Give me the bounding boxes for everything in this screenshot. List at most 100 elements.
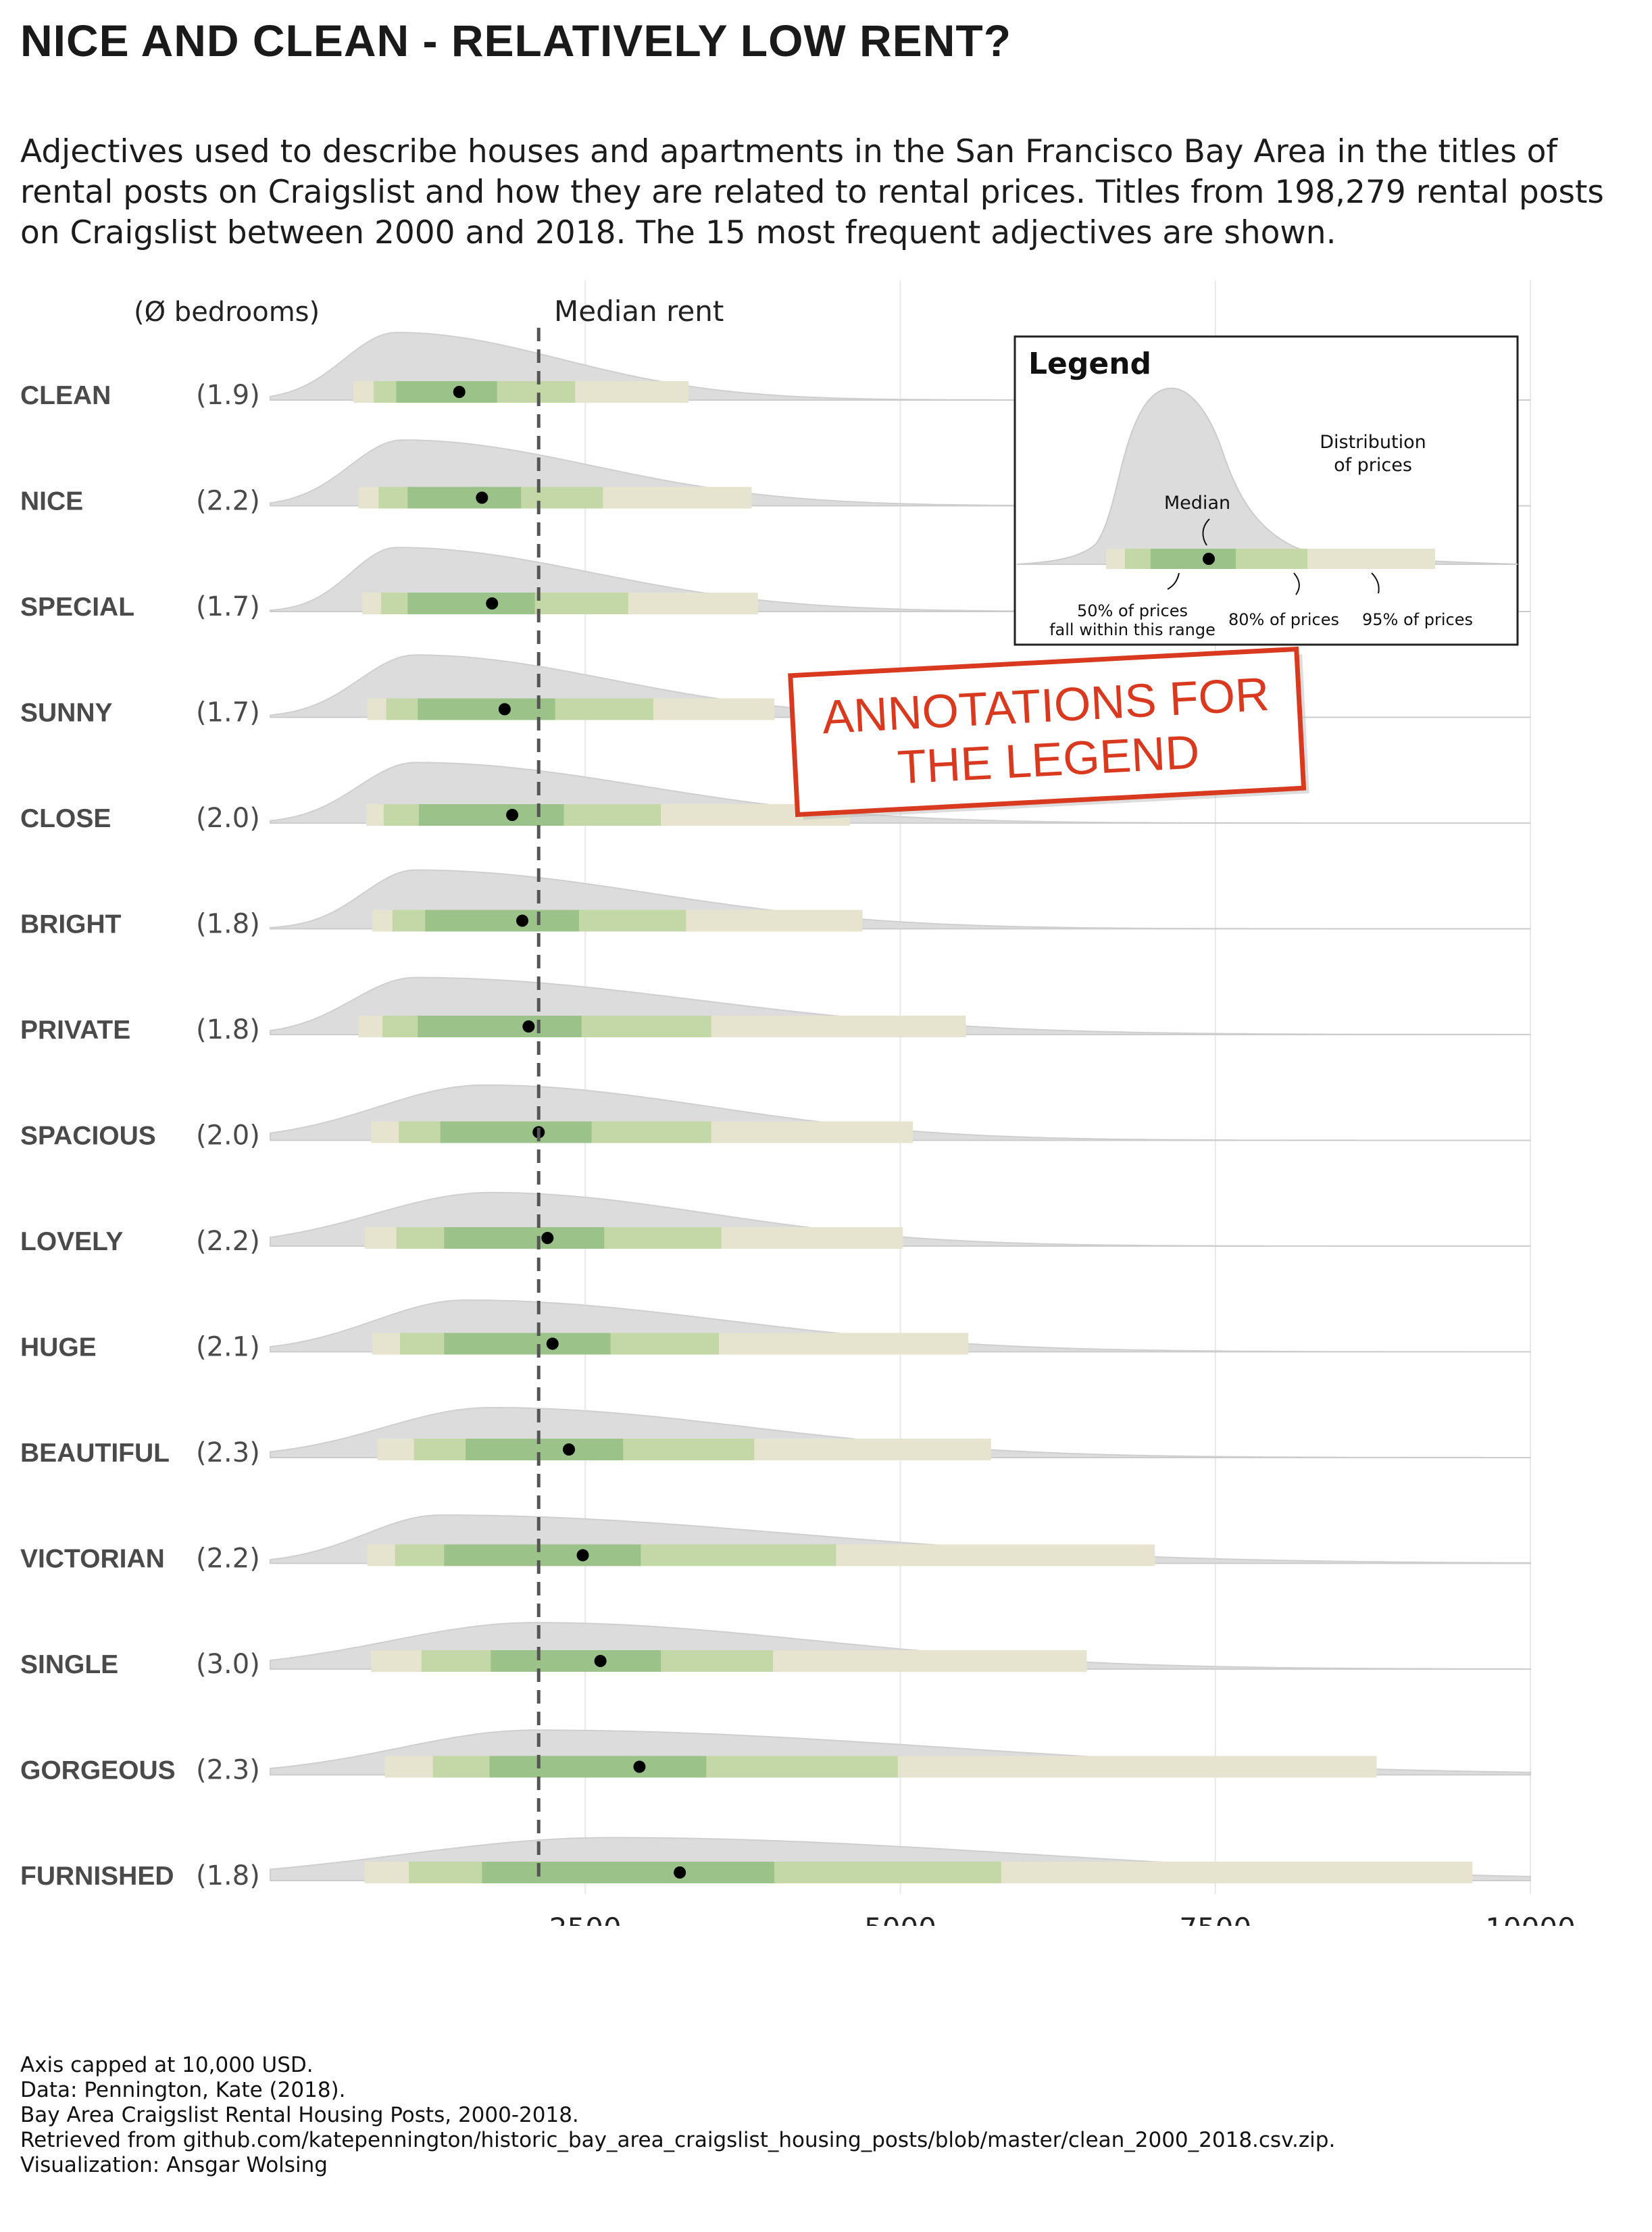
row-close: CLOSE (2.0)	[20, 762, 1530, 834]
row-label: VICTORIAN	[20, 1545, 165, 1574]
row-beautiful: BEAUTIFUL (2.3)	[20, 1407, 1530, 1468]
ridgeline-chart: CLEAN (1.9) NICE (2.2) SPECIAL (1.7) SUNNY (1.7…	[20, 280, 1576, 1926]
row-label: PRIVATE	[20, 1016, 130, 1045]
median-dot	[541, 1232, 554, 1244]
range50-bar	[419, 804, 564, 826]
caption-line: Bay Area Craigslist Rental Housing Posts…	[20, 2103, 579, 2127]
range50-bar	[466, 1439, 624, 1460]
row-label: SUNNY	[20, 699, 113, 728]
legend-title: Legend	[1028, 347, 1151, 381]
legend-95-arrow	[1371, 572, 1380, 594]
row-bedrooms: (2.0)	[196, 1120, 260, 1151]
row-gorgeous: GORGEOUS (2.3)	[20, 1729, 1531, 1786]
row-label: FURNISHED	[20, 1862, 174, 1891]
row-label: GORGEOUS	[20, 1756, 176, 1785]
range50-bar	[407, 487, 522, 509]
row-lovely: LOVELY (2.2)	[20, 1191, 1530, 1257]
row-label: HUGE	[20, 1333, 97, 1362]
range50-bar	[418, 698, 555, 720]
median-dot	[486, 597, 499, 610]
range50-bar	[491, 1650, 661, 1672]
legend-box: Legend Distribution of prices Median 50%…	[1013, 335, 1519, 646]
row-bedrooms: (2.0)	[196, 803, 260, 834]
row-label: CLEAN	[20, 381, 111, 410]
chart-title: NICE AND CLEAN - RELATIVELY LOW RENT?	[20, 16, 1012, 66]
range50-bar	[407, 593, 535, 614]
legend-range50	[1151, 549, 1236, 569]
median-dot	[633, 1760, 646, 1773]
range50-bar	[444, 1333, 611, 1355]
row-bedrooms: (1.8)	[196, 909, 260, 940]
row-private: PRIVATE (1.8)	[20, 976, 1530, 1045]
legend-frame	[1013, 335, 1519, 646]
legend-50-label-2: fall within this range	[1049, 620, 1216, 639]
row-bedrooms: (2.2)	[196, 1543, 260, 1574]
row-bedrooms: (1.8)	[196, 1860, 260, 1891]
row-bright: BRIGHT (1.8)	[20, 869, 1530, 940]
row-nice: NICE (2.2)	[20, 439, 1530, 517]
range50-bar	[444, 1544, 641, 1566]
legend-distribution-label-2: of prices	[1334, 455, 1412, 476]
legend-80-arrow	[1293, 572, 1300, 595]
row-label: BRIGHT	[20, 910, 122, 939]
range50-bar	[482, 1862, 774, 1883]
caption-line: Visualization: Ansgar Wolsing	[20, 2153, 328, 2177]
median-dot	[522, 1020, 535, 1033]
x-tick-label: 2500	[549, 1912, 622, 1926]
range50-bar	[418, 1016, 582, 1037]
row-victorian: VICTORIAN (2.2)	[20, 1514, 1531, 1574]
median-dot	[453, 386, 466, 398]
legend-median-label: Median	[1164, 493, 1230, 514]
row-label: SINGLE	[20, 1650, 118, 1679]
row-bedrooms: (2.3)	[196, 1437, 260, 1468]
median-dot	[576, 1549, 589, 1562]
row-bedrooms: (2.3)	[196, 1755, 260, 1786]
median-dot	[546, 1337, 559, 1350]
median-dot	[476, 491, 489, 504]
median-rent-label: Median rent	[554, 295, 724, 328]
row-bedrooms: (1.7)	[196, 591, 260, 622]
legend-median-arrow	[1202, 518, 1210, 546]
row-label: SPACIOUS	[20, 1122, 156, 1151]
row-bedrooms: (3.0)	[196, 1649, 260, 1680]
median-dot	[674, 1866, 686, 1879]
range50-bar	[440, 1121, 592, 1143]
row-bedrooms: (2.2)	[196, 1226, 260, 1257]
caption-line: Retrieved from github.com/katepennington…	[20, 2128, 1336, 2152]
row-label: CLOSE	[20, 804, 111, 833]
x-tick-label: 5000	[864, 1912, 936, 1926]
row-bedrooms: (2.2)	[196, 486, 260, 517]
median-dot	[516, 914, 528, 927]
caption-line: Data: Pennington, Kate (2018).	[20, 2078, 346, 2102]
legend-distribution-label-1: Distribution	[1320, 432, 1426, 453]
caption: Axis capped at 10,000 USD. Data: Penning…	[20, 2053, 1335, 2178]
row-label: NICE	[20, 487, 83, 516]
axis-layer: 2500 5000 7500 10000	[549, 1912, 1576, 1926]
caption-line: Axis capped at 10,000 USD.	[20, 2053, 314, 2077]
stamp-frame	[788, 646, 1307, 818]
row-spacious: SPACIOUS (2.0)	[20, 1084, 1530, 1151]
median-dot	[563, 1443, 576, 1456]
median-dot	[594, 1655, 607, 1667]
rows-layer: CLEAN (1.9) NICE (2.2) SPECIAL (1.7) SUNNY (1.7…	[20, 331, 1531, 1891]
range50-bar	[444, 1227, 605, 1249]
row-bedrooms: (2.1)	[196, 1332, 260, 1363]
median-dot	[498, 703, 511, 716]
legend-50-label-1: 50% of prices	[1077, 601, 1188, 620]
legend-50-arrow	[1167, 572, 1180, 590]
row-label: BEAUTIFUL	[20, 1439, 170, 1468]
row-single: SINGLE (3.0)	[20, 1622, 1531, 1680]
x-tick-label: 10000	[1485, 1912, 1576, 1926]
row-sunny: SUNNY (1.7)	[20, 654, 1530, 728]
range50-bar	[396, 381, 497, 403]
bedrooms-column-header: (Ø bedrooms)	[134, 297, 320, 328]
row-bedrooms: (1.8)	[196, 1014, 260, 1045]
legend-median-dot	[1203, 553, 1215, 565]
chart-subtitle: Adjectives used to describe houses and a…	[20, 133, 1604, 251]
x-tick-label: 7500	[1179, 1912, 1251, 1926]
row-bedrooms: (1.7)	[196, 697, 260, 728]
row-label: LOVELY	[20, 1227, 123, 1256]
row-bedrooms: (1.9)	[196, 380, 260, 411]
range50-bar	[489, 1756, 707, 1778]
annotations-stamp: ANNOTATIONS FOR THE LEGEND	[788, 646, 1309, 820]
